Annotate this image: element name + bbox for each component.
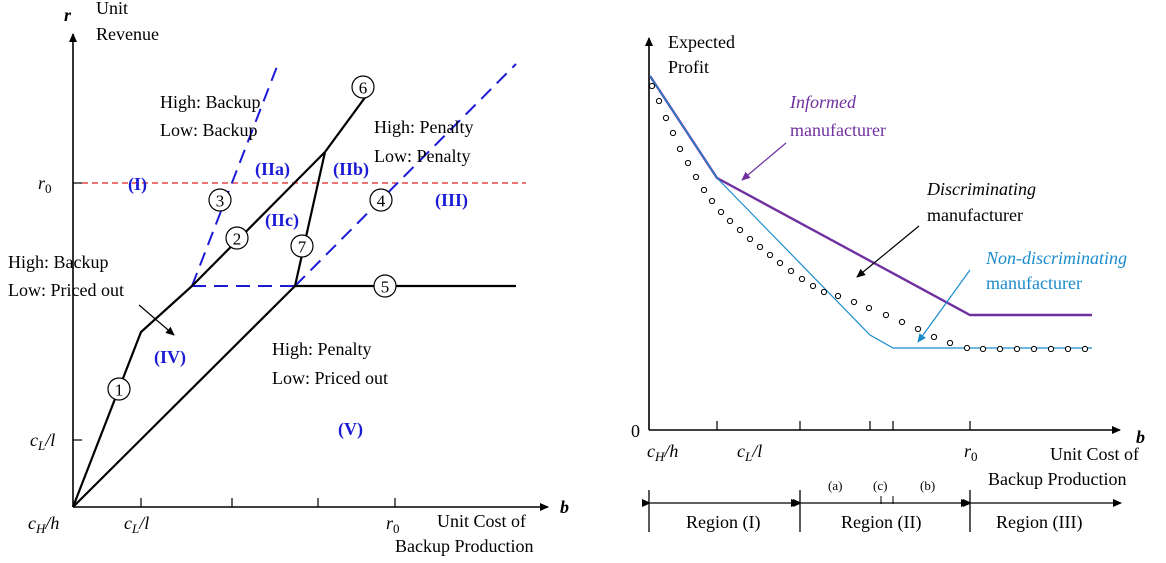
non-discriminating-curve — [649, 75, 1092, 349]
region-bar — [642, 490, 1122, 532]
svg-text:2: 2 — [233, 230, 242, 249]
diagonal-line — [72, 285, 296, 508]
left-y-tick-label-r0: r0 — [38, 173, 52, 196]
region-iii-caption: Region (III) — [996, 512, 1082, 533]
svg-text:7: 7 — [298, 238, 307, 257]
curve-label-2: 2 — [225, 226, 249, 250]
right-x-tick-label-r0: r0 — [964, 441, 978, 464]
left-axis-b-symbol: b — [560, 497, 569, 517]
curve-4-dashed — [294, 63, 517, 287]
svg-text:4: 4 — [377, 192, 386, 211]
non-discriminating-label-1: Non-discriminating — [985, 248, 1127, 268]
region-iv-arrow — [138, 304, 175, 336]
left-axis-b-caption-2: Backup Production — [395, 536, 533, 556]
right-y-zero: 0 — [631, 421, 640, 441]
region-iib-label: (IIb) — [333, 159, 369, 180]
left-dashed-boundaries — [191, 63, 517, 287]
annotation-backup-backup-1: High: Backup — [160, 92, 261, 112]
right-panel: Expected Profit 0 b Unit Cost of Backup … — [631, 32, 1145, 533]
svg-text:5: 5 — [381, 278, 390, 297]
sub-tick-label-a: (a) — [828, 478, 842, 493]
informed-label-1: Informed — [789, 92, 857, 112]
left-origin-label: cH/h — [28, 513, 59, 536]
annotation-penalty-priced-1: High: Penalty — [272, 339, 372, 359]
left-x-tick-label-cl: cL/l — [124, 513, 149, 536]
left-y-ticks — [73, 182, 82, 441]
non-discriminating-arrow — [917, 269, 971, 343]
left-x-tick-label-r0: r0 — [386, 513, 400, 536]
left-axis-r-caption-1: Unit — [96, 0, 128, 18]
region-iii-label: (III) — [435, 190, 468, 211]
svg-text:3: 3 — [216, 192, 225, 211]
region-i-caption: Region (I) — [686, 512, 760, 533]
left-x-ticks — [140, 498, 396, 507]
curve-label-7: 7 — [290, 234, 314, 258]
right-axis-y-caption-2: Profit — [668, 57, 709, 77]
region-iv-label: (IV) — [154, 347, 186, 368]
curve-6 — [324, 87, 373, 153]
sub-tick-label-b: (b) — [920, 478, 935, 493]
right-axis-b-caption-2: Backup Production — [988, 469, 1126, 489]
region-iic-label: (IIc) — [265, 210, 299, 231]
non-discriminating-label-2: manufacturer — [986, 273, 1082, 293]
left-y-tick-label-cl: cL/l — [30, 430, 55, 453]
curve-1 — [71, 285, 193, 508]
region-i-label: (I) — [128, 174, 147, 195]
discriminating-label-1: Discriminating — [926, 179, 1036, 199]
left-axis-r-caption-2: Revenue — [96, 24, 159, 44]
left-axis-r-symbol: r — [64, 5, 72, 25]
sub-tick-label-c: (c) — [873, 478, 887, 493]
right-x-tick-label-ch: cH/h — [647, 441, 678, 464]
annotation-penalty-penalty-2: Low: Penalty — [374, 146, 471, 166]
right-axis-y-caption-1: Expected — [668, 32, 735, 52]
left-panel: r Unit Revenue b Unit Cost of Backup Pro… — [8, 0, 569, 556]
annotation-penalty-penalty-1: High: Penalty — [374, 117, 474, 137]
left-curve-labels: 1 2 3 4 5 6 7 — [107, 75, 397, 401]
svg-text:6: 6 — [359, 79, 368, 98]
right-axis-b-caption-1: Unit Cost of — [1050, 444, 1139, 464]
curve-label-4: 4 — [369, 188, 393, 212]
right-axis-b-symbol: b — [1136, 427, 1145, 447]
discriminating-markers — [648, 82, 1089, 353]
curve-label-5: 5 — [373, 274, 397, 298]
curve-label-1: 1 — [107, 377, 131, 401]
annotation-backup-priced-1: High: Backup — [8, 252, 109, 272]
curve-7 — [293, 151, 327, 287]
left-axis-b-caption-1: Unit Cost of — [437, 511, 526, 531]
curve-2 — [191, 151, 326, 287]
right-x-tick-label-cl: cL/l — [737, 441, 762, 464]
discriminating-label-2: manufacturer — [927, 205, 1023, 225]
region-iia-label: (IIa) — [255, 159, 290, 180]
curve-3-dashed — [191, 63, 279, 287]
annotation-backup-priced-2: Low: Priced out — [8, 280, 124, 300]
annotation-backup-backup-2: Low: Backup — [160, 120, 257, 140]
curve-label-6: 6 — [351, 75, 375, 99]
region-ii-caption: Region (II) — [841, 512, 921, 533]
svg-text:1: 1 — [115, 381, 124, 400]
left-solid-boundaries — [71, 87, 516, 508]
curve-label-3: 3 — [208, 188, 232, 212]
annotation-penalty-priced-2: Low: Priced out — [272, 368, 388, 388]
right-x-ticks — [716, 421, 971, 430]
region-v-label: (V) — [338, 419, 363, 440]
discriminating-arrow — [856, 225, 920, 278]
informed-label-2: manufacturer — [790, 120, 886, 140]
informed-arrow — [741, 142, 787, 181]
